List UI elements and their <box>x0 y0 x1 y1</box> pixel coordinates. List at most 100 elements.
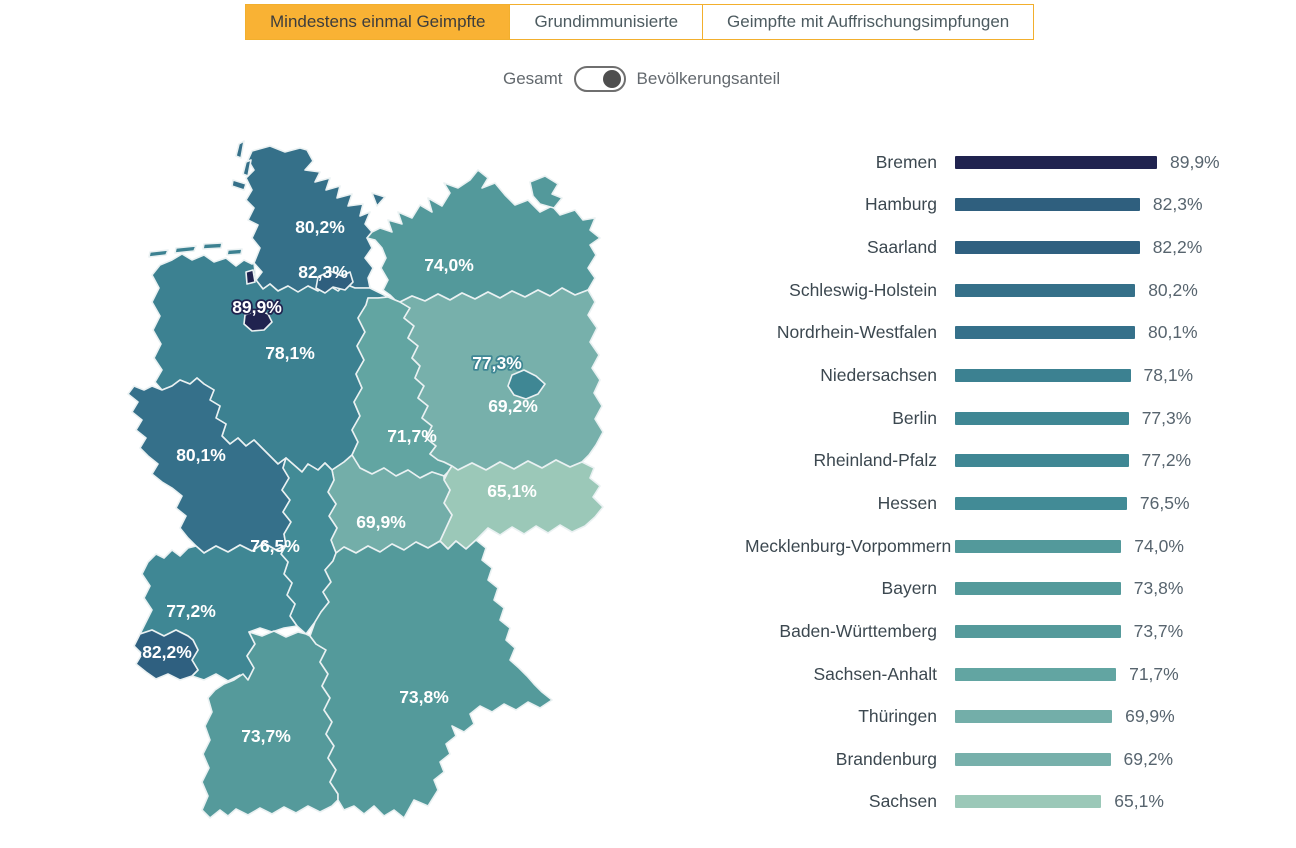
state-bremen[interactable] <box>243 309 273 332</box>
bar-label: Mecklenburg-Vorpommern <box>745 535 952 556</box>
metric-tabbar: Mindestens einmal Geimpfte Grundimmunisie… <box>245 4 1035 40</box>
bar-row-Sachsen: Sachsen 65,1% <box>745 781 1245 824</box>
state-saarland[interactable] <box>133 629 199 681</box>
bar <box>955 326 1135 340</box>
population-share-switch[interactable] <box>573 66 626 92</box>
bar-value: 89,9% <box>1170 151 1220 172</box>
bar-row-Baden-Württemberg: Baden-Württemberg 73,7% <box>745 610 1245 653</box>
bar-value: 65,1% <box>1114 791 1164 812</box>
bar-value: 73,8% <box>1133 578 1184 599</box>
map-value-label-by: 73,8% <box>399 687 449 707</box>
bar <box>955 454 1129 468</box>
bar-value: 77,2% <box>1141 450 1192 471</box>
bar-row-Thüringen: Thüringen 69,9% <box>745 695 1245 738</box>
map-value-label-ni: 78,1% <box>265 343 315 363</box>
bar-row-Berlin: Berlin 77,3% <box>745 397 1245 440</box>
map-value-label-th: 69,9% <box>356 512 406 532</box>
germany-choropleth-map: 80,2% 82,3% 74,0% 89,9% 78,1% 77,3% 69,2% 71,7%… <box>127 140 604 819</box>
bar-row-Nordrhein-Westfalen: Nordrhein-Westfalen 80,1% <box>745 312 1245 355</box>
bar-row-Niedersachsen: Niedersachsen 78,1% <box>745 354 1245 397</box>
bar <box>955 539 1122 553</box>
island-nordstrand[interactable] <box>231 179 247 191</box>
bar <box>955 667 1117 681</box>
state-bayern[interactable] <box>309 539 553 819</box>
bar-row-Saarland: Saarland 82,2% <box>745 226 1245 269</box>
bar-row-Bayern: Bayern 73,8% <box>745 567 1245 610</box>
state-berlin[interactable] <box>507 369 546 400</box>
bar-row-Brandenburg: Brandenburg 69,2% <box>745 738 1245 781</box>
bar-label: Berlin <box>892 407 937 428</box>
island-amrum[interactable] <box>242 159 252 177</box>
bar-row-Sachsen-Anhalt: Sachsen-Anhalt 71,7% <box>745 653 1245 696</box>
bar <box>955 795 1102 809</box>
bar-value: 80,1% <box>1148 322 1198 343</box>
bar-value: 71,7% <box>1129 663 1179 684</box>
bar-value: 74,0% <box>1134 535 1184 556</box>
island-wangerooge[interactable] <box>226 248 243 256</box>
bar-row-Hessen: Hessen 76,5% <box>745 482 1245 525</box>
bar <box>955 710 1113 724</box>
bar-value: 73,7% <box>1133 620 1184 641</box>
map-value-label-be: 77,3% <box>472 353 522 373</box>
state-hamburg[interactable] <box>315 270 354 294</box>
bar-row-Mecklenburg-Vorpommern: Mecklenburg-Vorpommern 74,0% <box>745 525 1245 568</box>
bar-value: 77,3% <box>1141 407 1192 428</box>
state-bar-chart: Bremen 89,9% Hamburg 82,3% Saarland 82,2% Schl… <box>745 141 1245 823</box>
bar-value: 80,2% <box>1148 279 1198 300</box>
state-mecklenburg-vorpommern[interactable] <box>366 169 601 303</box>
island-borkum[interactable] <box>148 249 169 258</box>
bar-label: Hessen <box>877 492 937 513</box>
island-ruegen[interactable] <box>529 175 563 209</box>
bar-value: 69,2% <box>1123 748 1174 769</box>
bar-label: Niedersachsen <box>820 365 937 386</box>
bar-label: Rheinland-Pfalz <box>813 450 937 471</box>
bar-label: Thüringen <box>858 706 937 727</box>
map-value-label-bb: 69,2% <box>488 396 538 416</box>
island-fehmarn[interactable] <box>371 192 386 207</box>
switch-knob <box>602 70 621 88</box>
bar <box>955 582 1121 596</box>
bar-label: Sachsen-Anhalt <box>813 663 937 684</box>
bar <box>955 624 1121 638</box>
map-value-label-hh: 82,3% <box>298 262 348 282</box>
island-sylt[interactable] <box>235 140 245 159</box>
bar-label: Brandenburg <box>835 748 937 769</box>
map-value-label-mv: 74,0% <box>424 255 474 275</box>
bar <box>955 241 1140 255</box>
map-value-label-sn: 65,1% <box>487 481 537 501</box>
tab-2[interactable]: Grundimmunisierte <box>509 5 703 39</box>
bar-value: 82,3% <box>1152 194 1203 215</box>
state-bremerhaven[interactable] <box>245 269 256 285</box>
bar <box>955 496 1127 510</box>
toggle-label-gesamt[interactable]: Gesamt <box>503 69 563 88</box>
tab-3[interactable]: Geimpfte mit Auffrischungsimpfungen <box>702 5 1034 39</box>
bar-label: Baden-Württemberg <box>779 620 937 641</box>
display-mode-toggle-row: Gesamt Bevölkerungsanteil <box>503 66 780 92</box>
bar-row-Hamburg: Hamburg 82,3% <box>745 184 1245 227</box>
bar-row-Bremen: Bremen 89,9% <box>745 141 1245 184</box>
bar-value: 69,9% <box>1125 706 1175 727</box>
bar <box>955 283 1136 297</box>
bar-label: Saarland <box>866 237 937 258</box>
bar-value: 76,5% <box>1139 492 1190 513</box>
bar-row-Schleswig-Holstein: Schleswig-Holstein 80,2% <box>745 269 1245 312</box>
bar-label: Bremen <box>875 151 937 172</box>
bar <box>955 411 1129 425</box>
bar <box>955 752 1111 766</box>
island-langeoog[interactable] <box>202 242 223 250</box>
bar-value: 82,2% <box>1152 237 1203 258</box>
map-value-label-rp: 77,2% <box>166 601 216 621</box>
bar-label: Schleswig-Holstein <box>789 279 937 300</box>
bar <box>955 198 1140 212</box>
tab-1[interactable]: Mindestens einmal Geimpfte <box>246 5 510 39</box>
bar-row-Rheinland-Pfalz: Rheinland-Pfalz 77,2% <box>745 439 1245 482</box>
bar <box>955 369 1131 383</box>
state-sachsen[interactable] <box>439 459 604 550</box>
bar-label: Nordrhein-Westfalen <box>776 322 937 343</box>
map-value-label-sl: 82,2% <box>142 642 192 662</box>
map-value-label-bw: 73,7% <box>241 726 291 746</box>
island-norderney[interactable] <box>174 245 197 254</box>
bar-value: 78,1% <box>1143 365 1194 386</box>
toggle-label-bevoelkerungsanteil[interactable]: Bevölkerungsanteil <box>636 69 781 88</box>
bar-label: Bayern <box>881 578 937 599</box>
